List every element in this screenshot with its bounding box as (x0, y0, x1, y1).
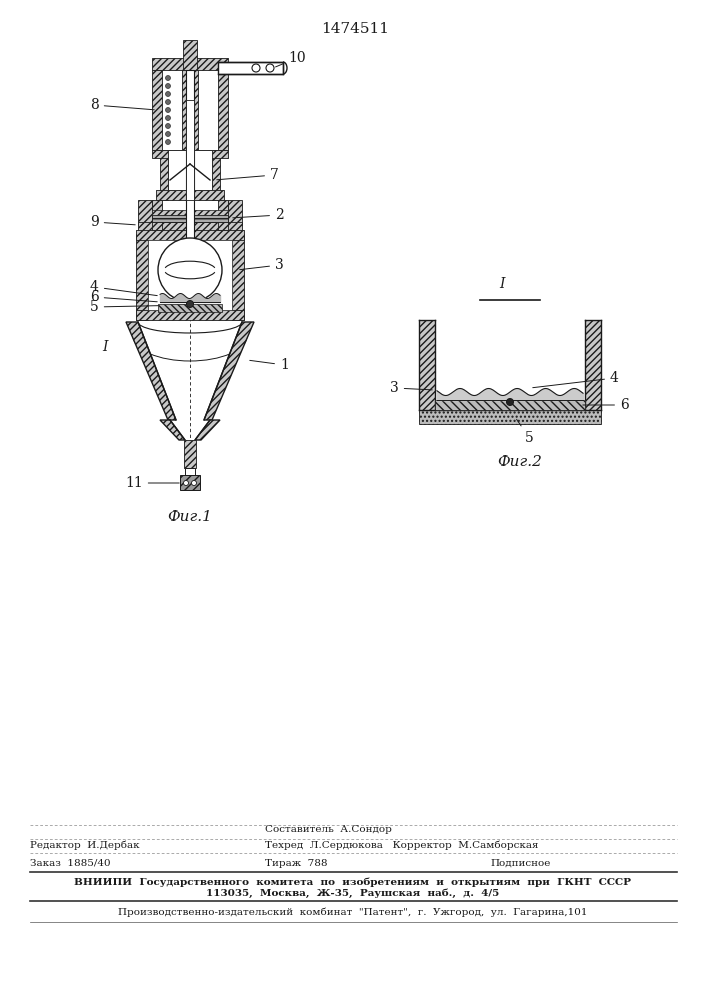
Bar (152, 215, 228, 222)
Text: Составитель  А.Сондор: Составитель А.Сондор (265, 826, 392, 834)
Circle shape (266, 64, 274, 72)
Bar (152, 200, 162, 230)
Text: 1: 1 (250, 358, 289, 372)
Bar (419, 410, 601, 424)
Text: 3: 3 (390, 381, 432, 395)
Text: Фиг.2: Фиг.2 (498, 455, 542, 469)
Bar (138, 200, 152, 225)
Bar (148, 240, 232, 310)
Circle shape (165, 76, 170, 81)
Text: 3: 3 (240, 258, 284, 272)
Bar (136, 230, 244, 240)
Polygon shape (204, 322, 254, 420)
Circle shape (165, 100, 170, 104)
Bar (212, 150, 220, 200)
Text: I: I (499, 277, 505, 291)
Text: 1474511: 1474511 (321, 22, 389, 36)
Polygon shape (195, 420, 220, 440)
Circle shape (506, 398, 513, 406)
Bar (156, 190, 224, 200)
Bar (158, 304, 222, 312)
Bar (585, 320, 601, 410)
Text: 4: 4 (533, 371, 619, 388)
Circle shape (165, 139, 170, 144)
Text: 2: 2 (233, 208, 284, 222)
Text: 10: 10 (276, 51, 305, 67)
Text: 5: 5 (517, 419, 534, 445)
Circle shape (187, 300, 194, 308)
Text: 113035,  Москва,  Ж-35,  Раушская  наб.,  д.  4/5: 113035, Москва, Ж-35, Раушская наб., д. … (206, 888, 500, 898)
Bar (218, 70, 228, 150)
Bar (218, 62, 283, 74)
Text: 6: 6 (583, 398, 629, 412)
Text: Производственно-издательский  комбинат  "Патент",  г.  Ужгород,  ул.  Гагарина,1: Производственно-издательский комбинат "П… (118, 907, 588, 917)
Text: 8: 8 (90, 98, 154, 112)
Circle shape (165, 115, 170, 120)
Text: 9: 9 (90, 215, 135, 229)
Text: 5: 5 (90, 300, 187, 314)
Circle shape (158, 238, 222, 302)
Text: Фиг.1: Фиг.1 (168, 510, 212, 524)
Bar (184, 440, 196, 468)
Bar (194, 70, 198, 150)
Bar (232, 234, 244, 320)
Bar (183, 40, 197, 70)
Bar (218, 200, 228, 230)
Circle shape (184, 481, 189, 486)
Text: 7: 7 (217, 168, 279, 182)
Bar (185, 468, 195, 475)
Polygon shape (126, 322, 176, 420)
Circle shape (165, 123, 170, 128)
Bar (186, 70, 194, 270)
Text: I: I (102, 340, 107, 354)
Text: ВНИИПИ  Государственного  комитета  по  изобретениям  и  открытиям  при  ГКНТ  С: ВНИИПИ Государственного комитета по изоб… (74, 877, 631, 887)
Circle shape (165, 131, 170, 136)
Text: Подписное: Подписное (490, 858, 550, 867)
Bar (186, 100, 194, 200)
Circle shape (165, 84, 170, 89)
Bar (435, 400, 585, 410)
Text: 6: 6 (90, 290, 157, 304)
Bar (160, 150, 168, 200)
Circle shape (252, 64, 260, 72)
Circle shape (165, 92, 170, 97)
Bar (152, 210, 228, 215)
Polygon shape (160, 420, 185, 440)
Bar (168, 150, 212, 190)
Circle shape (192, 481, 197, 486)
Bar (136, 234, 148, 320)
Bar (138, 222, 242, 234)
Bar (152, 150, 228, 158)
Bar (228, 200, 242, 225)
Text: 4: 4 (90, 280, 157, 296)
Bar (419, 320, 435, 410)
Bar (152, 58, 228, 70)
Circle shape (165, 107, 170, 112)
Text: 11: 11 (125, 476, 179, 490)
Text: Тираж  788: Тираж 788 (265, 858, 327, 867)
Bar (152, 70, 162, 150)
Bar (136, 310, 244, 320)
Text: Техред  Л.Сердюкова   Корректор  М.Самборская: Техред Л.Сердюкова Корректор М.Самборска… (265, 840, 539, 850)
Bar (182, 70, 186, 150)
Text: Заказ  1885/40: Заказ 1885/40 (30, 858, 110, 867)
Bar (180, 475, 200, 490)
Text: Редактор  И.Дербак: Редактор И.Дербак (30, 840, 139, 850)
